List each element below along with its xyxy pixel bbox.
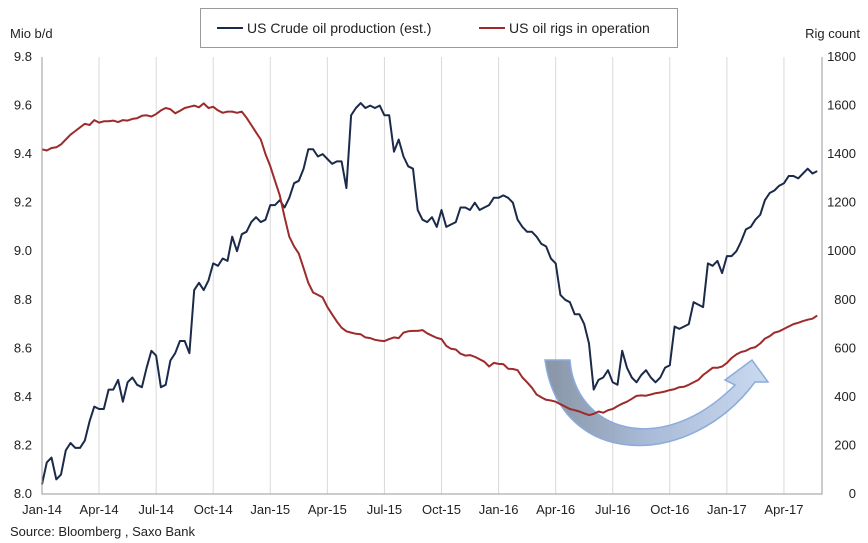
right-tick-label: 800 bbox=[834, 292, 856, 307]
series-line-rigs bbox=[41, 102, 818, 417]
x-tick-label: Apr-14 bbox=[80, 502, 119, 517]
right-tick-label: 1200 bbox=[827, 195, 856, 210]
axis-frame bbox=[41, 57, 823, 495]
x-tick-label: Oct-14 bbox=[194, 502, 233, 517]
x-tick-label: Jul-14 bbox=[138, 502, 173, 517]
right-tick-label: 600 bbox=[834, 340, 856, 355]
left-tick-label: 9.2 bbox=[14, 195, 32, 210]
right-tick-label: 1400 bbox=[827, 146, 856, 161]
series-line-production bbox=[41, 102, 818, 485]
right-tick-label: 1600 bbox=[827, 98, 856, 113]
legend: US Crude oil production (est.) US oil ri… bbox=[200, 8, 678, 48]
left-tick-label: 9.8 bbox=[14, 49, 32, 64]
x-tick-label: Jan-14 bbox=[22, 502, 62, 517]
left-tick-label: 8.6 bbox=[14, 340, 32, 355]
source-note: Source: Bloomberg , Saxo Bank bbox=[10, 524, 195, 539]
x-tick-label: Jul-15 bbox=[367, 502, 402, 517]
x-tick-label: Jul-16 bbox=[595, 502, 630, 517]
right-tick-label: 1000 bbox=[827, 243, 856, 258]
legend-swatch-production bbox=[217, 27, 243, 29]
left-tick-label: 8.2 bbox=[14, 437, 32, 452]
right-tick-label: 400 bbox=[834, 389, 856, 404]
left-tick-label: 8.4 bbox=[14, 389, 32, 404]
right-tick-label: 200 bbox=[834, 437, 856, 452]
left-tick-label: 8.8 bbox=[14, 292, 32, 307]
legend-item-production: US Crude oil production (est.) bbox=[217, 20, 431, 36]
left-tick-label: 8.0 bbox=[14, 486, 32, 501]
left-tick-label: 9.0 bbox=[14, 243, 32, 258]
left-axis-title: Mio b/d bbox=[10, 26, 53, 41]
x-tick-label: Oct-15 bbox=[422, 502, 461, 517]
x-tick-label: Jan-17 bbox=[707, 502, 747, 517]
legend-swatch-rigs bbox=[479, 27, 505, 29]
x-tick-label: Jan-15 bbox=[250, 502, 290, 517]
curved-arrow-shape bbox=[544, 358, 770, 447]
legend-label-rigs: US oil rigs in operation bbox=[509, 20, 650, 36]
legend-item-rigs: US oil rigs in operation bbox=[479, 20, 650, 36]
x-tick-label: Apr-16 bbox=[536, 502, 575, 517]
trend-arrow-annotation bbox=[544, 358, 770, 447]
right-tick-label: 0 bbox=[849, 486, 856, 501]
x-tick-label: Apr-15 bbox=[308, 502, 347, 517]
series-lines bbox=[41, 102, 818, 485]
x-tick-label: Oct-16 bbox=[650, 502, 689, 517]
right-axis-title: Rig count bbox=[805, 26, 860, 41]
x-tick-label: Apr-17 bbox=[764, 502, 803, 517]
x-tick-label: Jan-16 bbox=[479, 502, 519, 517]
right-tick-label: 1800 bbox=[827, 49, 856, 64]
legend-label-production: US Crude oil production (est.) bbox=[247, 20, 432, 36]
left-tick-label: 9.4 bbox=[14, 146, 32, 161]
axes: Jan-14 Apr-14 Jul-14 Oct-14 Jan-15 Apr-15 Jul-… bbox=[14, 49, 856, 517]
left-tick-label: 9.6 bbox=[14, 98, 32, 113]
gridlines bbox=[41, 57, 785, 494]
